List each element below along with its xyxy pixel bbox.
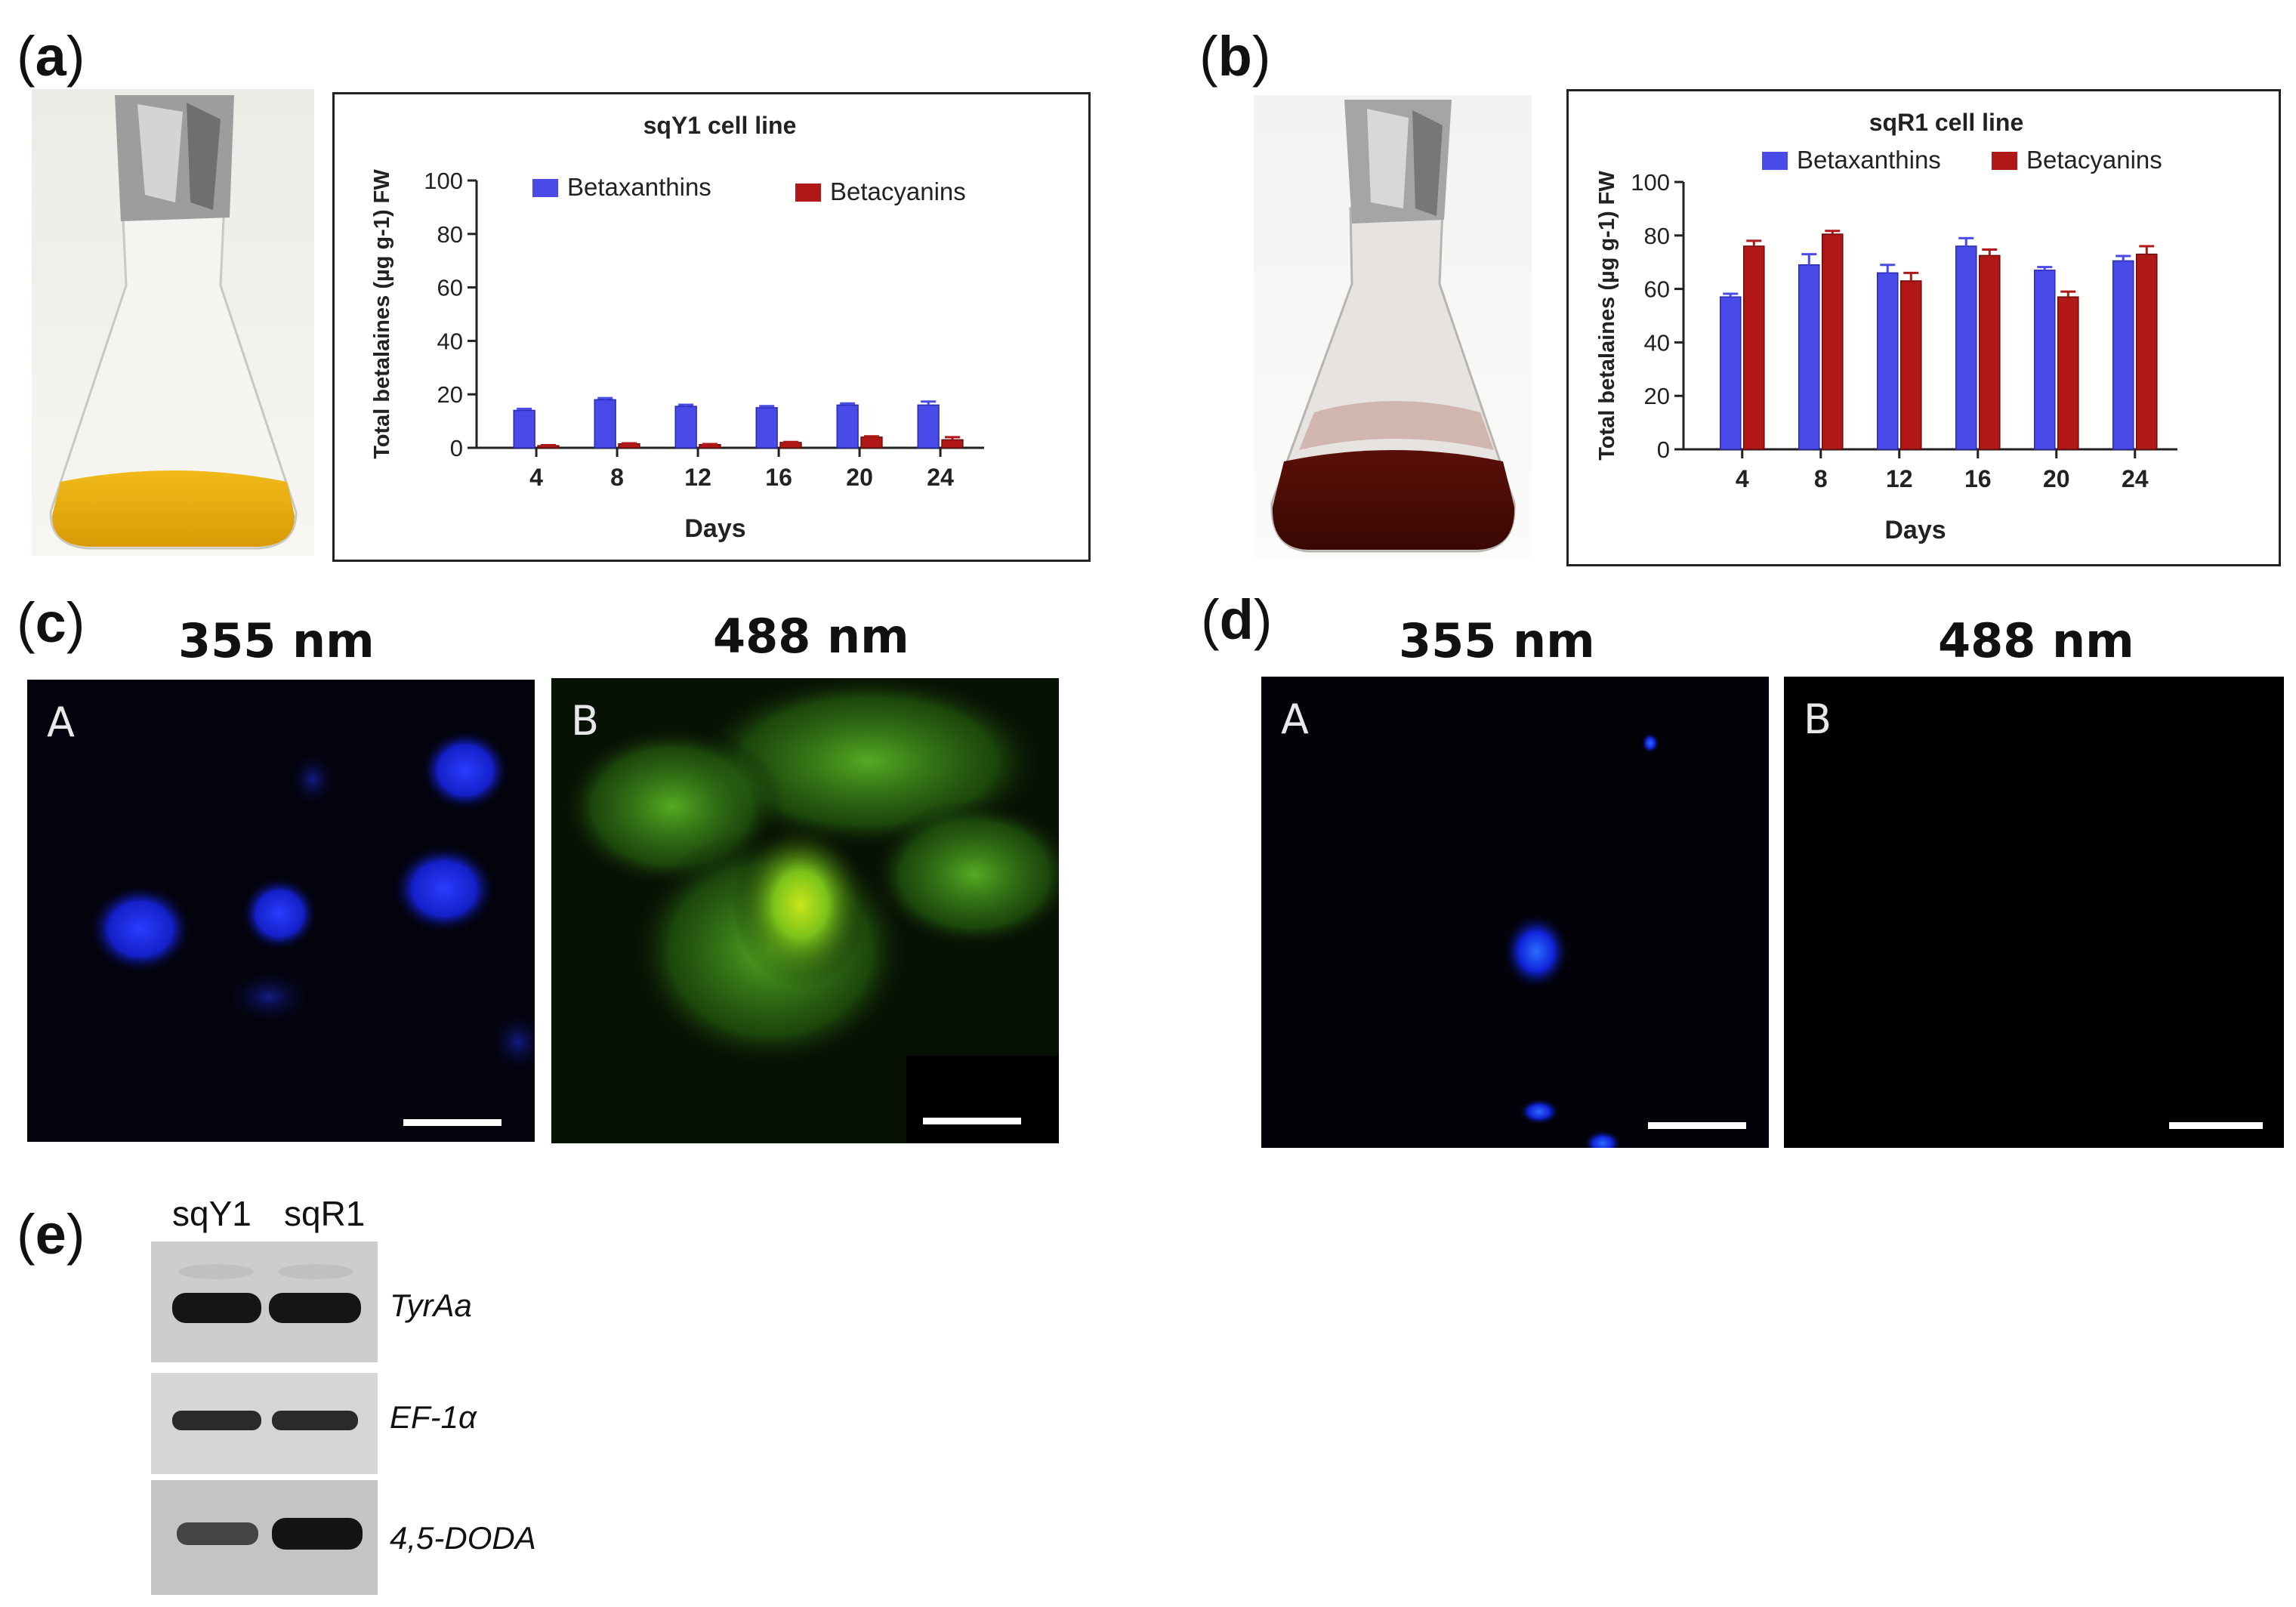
micrograph-d-488nm: B bbox=[1784, 677, 2284, 1148]
bar-betaxanthins-day-4 bbox=[1719, 296, 1742, 450]
scale-bar bbox=[1648, 1122, 1746, 1129]
bar-betacyanins-day-24 bbox=[941, 439, 964, 449]
y-tick-label: 20 bbox=[1644, 383, 1670, 409]
legend-swatch-betacyanins bbox=[1992, 152, 2017, 170]
micrograph-c-label-a: A bbox=[47, 699, 75, 746]
y-tick-label: 60 bbox=[1644, 276, 1670, 303]
x-tick-label: 16 bbox=[1964, 465, 1992, 492]
bar-betacyanins-day-20 bbox=[2057, 296, 2079, 450]
gel-band-tyraa bbox=[151, 1241, 378, 1362]
x-tick-label: 16 bbox=[765, 464, 792, 491]
bar-betaxanthins-day-24 bbox=[2112, 260, 2134, 450]
bar-betacyanins-day-16 bbox=[779, 442, 802, 449]
bar-betaxanthins-day-16 bbox=[755, 407, 778, 449]
gel-band-doda bbox=[151, 1480, 378, 1595]
legend-label-betacyanins: Betacyanins bbox=[830, 177, 966, 205]
flask-photo-yellow bbox=[32, 89, 314, 556]
panel-label-c: (c) bbox=[17, 591, 85, 654]
y-tick-label: 20 bbox=[437, 381, 463, 408]
bar-betacyanins-day-20 bbox=[860, 436, 883, 449]
legend-label-betaxanthins: Betaxanthins bbox=[567, 173, 711, 201]
y-tick-label: 40 bbox=[437, 328, 463, 354]
bar-betaxanthins-day-8 bbox=[1798, 264, 1820, 450]
scale-bar bbox=[2169, 1122, 2263, 1129]
x-tick-label: 20 bbox=[846, 464, 873, 491]
y-tick-label: 0 bbox=[450, 435, 463, 461]
micrograph-d-label-a: A bbox=[1281, 696, 1309, 743]
lane-label-sqY1: sqY1 bbox=[172, 1194, 252, 1233]
x-axis-label: Days bbox=[684, 514, 745, 543]
bar-betaxanthins-day-16 bbox=[1955, 245, 1977, 450]
gene-label-tyraa: TyrAa bbox=[390, 1288, 472, 1323]
legend-swatch-betaxanthins bbox=[1762, 152, 1788, 170]
panel-label-a: (a) bbox=[17, 25, 85, 88]
x-tick-label: 12 bbox=[684, 464, 711, 491]
chart-title: sqY1 cell line bbox=[643, 112, 797, 139]
wavelength-label-c-355: 355 nm bbox=[178, 613, 375, 668]
panel-label-d: (d) bbox=[1201, 588, 1273, 651]
x-tick-label: 8 bbox=[610, 464, 624, 491]
bar-betaxanthins-day-12 bbox=[674, 406, 697, 449]
panel-label-e: (e) bbox=[17, 1203, 85, 1266]
chart-sqR1-svg: sqR1 cell line 0 20 40 60 80 100 4 8 12 16 20 24 Beta… bbox=[1595, 109, 2177, 544]
bar-betacyanins-day-8 bbox=[618, 443, 640, 449]
y-tick-label: 40 bbox=[1644, 329, 1670, 356]
scale-bar bbox=[923, 1118, 1021, 1124]
chart-sqY1: sqY1 cell line 0 20 40 60 80 100 4 8 12 16 20 24 Beta… bbox=[332, 92, 1091, 562]
y-axis-label: Total betalaines (µg g-1) FW bbox=[1595, 171, 1619, 461]
bar-betaxanthins-day-20 bbox=[836, 404, 859, 449]
bar-betaxanthins-day-12 bbox=[1876, 272, 1899, 450]
bar-betacyanins-day-8 bbox=[1822, 233, 1844, 450]
y-tick-label: 0 bbox=[1657, 436, 1670, 463]
wavelength-label-d-355: 355 nm bbox=[1399, 613, 1595, 668]
gene-label-ef1a: EF-1α bbox=[390, 1399, 477, 1435]
bar-betaxanthins-day-24 bbox=[917, 404, 940, 449]
x-tick-label: 4 bbox=[1736, 465, 1749, 492]
legend-swatch-betaxanthins bbox=[532, 179, 558, 197]
legend-label-betaxanthins: Betaxanthins bbox=[1797, 146, 1941, 174]
micrograph-d-label-b: B bbox=[1804, 696, 1832, 743]
chart-sqY1-svg: sqY1 cell line 0 20 40 60 80 100 4 8 12 16 20 24 Beta… bbox=[370, 112, 984, 543]
bar-betacyanins-day-4 bbox=[1743, 245, 1765, 450]
micrograph-d-355nm: A bbox=[1261, 677, 1769, 1148]
legend-swatch-betacyanins bbox=[795, 184, 821, 202]
panel-label-b: (b) bbox=[1199, 25, 1271, 88]
x-tick-label: 24 bbox=[2122, 465, 2149, 492]
y-axis-label: Total betalaines (µg g-1) FW bbox=[370, 169, 394, 459]
flask-photo-red bbox=[1254, 95, 1532, 559]
wavelength-label-c-488: 488 nm bbox=[713, 609, 909, 664]
x-tick-label: 4 bbox=[529, 464, 543, 491]
x-tick-label: 20 bbox=[2043, 465, 2070, 492]
scale-bar bbox=[403, 1119, 501, 1126]
bar-betaxanthins-day-8 bbox=[594, 399, 616, 449]
bar-betaxanthins-day-4 bbox=[513, 409, 535, 449]
bar-betacyanins-day-24 bbox=[2136, 253, 2158, 450]
x-tick-label: 8 bbox=[1814, 465, 1828, 492]
y-tick-label: 80 bbox=[437, 221, 463, 248]
chart-sqR1: sqR1 cell line 0 20 40 60 80 100 4 8 12 16 20 24 Beta… bbox=[1566, 89, 2281, 566]
micrograph-c-355nm: A bbox=[27, 680, 535, 1142]
bar-betacyanins-day-12 bbox=[1900, 280, 1922, 450]
wavelength-label-d-488: 488 nm bbox=[1938, 613, 2134, 668]
y-tick-label: 100 bbox=[1631, 169, 1670, 196]
bar-betacyanins-day-16 bbox=[1979, 254, 2001, 450]
x-axis-label: Days bbox=[1884, 516, 1946, 544]
micrograph-c-488nm: B bbox=[551, 678, 1059, 1143]
y-tick-label: 60 bbox=[437, 275, 463, 301]
bar-betaxanthins-day-20 bbox=[2033, 270, 2056, 450]
x-tick-label: 24 bbox=[927, 464, 954, 491]
y-tick-label: 80 bbox=[1644, 223, 1670, 249]
x-tick-label: 12 bbox=[1886, 465, 1913, 492]
gene-label-doda: 4,5-DODA bbox=[390, 1520, 536, 1556]
legend-label-betacyanins: Betacyanins bbox=[2026, 146, 2162, 174]
y-tick-label: 100 bbox=[424, 168, 463, 194]
chart-title: sqR1 cell line bbox=[1869, 109, 2024, 136]
micrograph-c-label-b: B bbox=[571, 697, 600, 745]
lane-label-sqR1: sqR1 bbox=[284, 1194, 366, 1233]
gel-band-ef1a bbox=[151, 1373, 378, 1474]
